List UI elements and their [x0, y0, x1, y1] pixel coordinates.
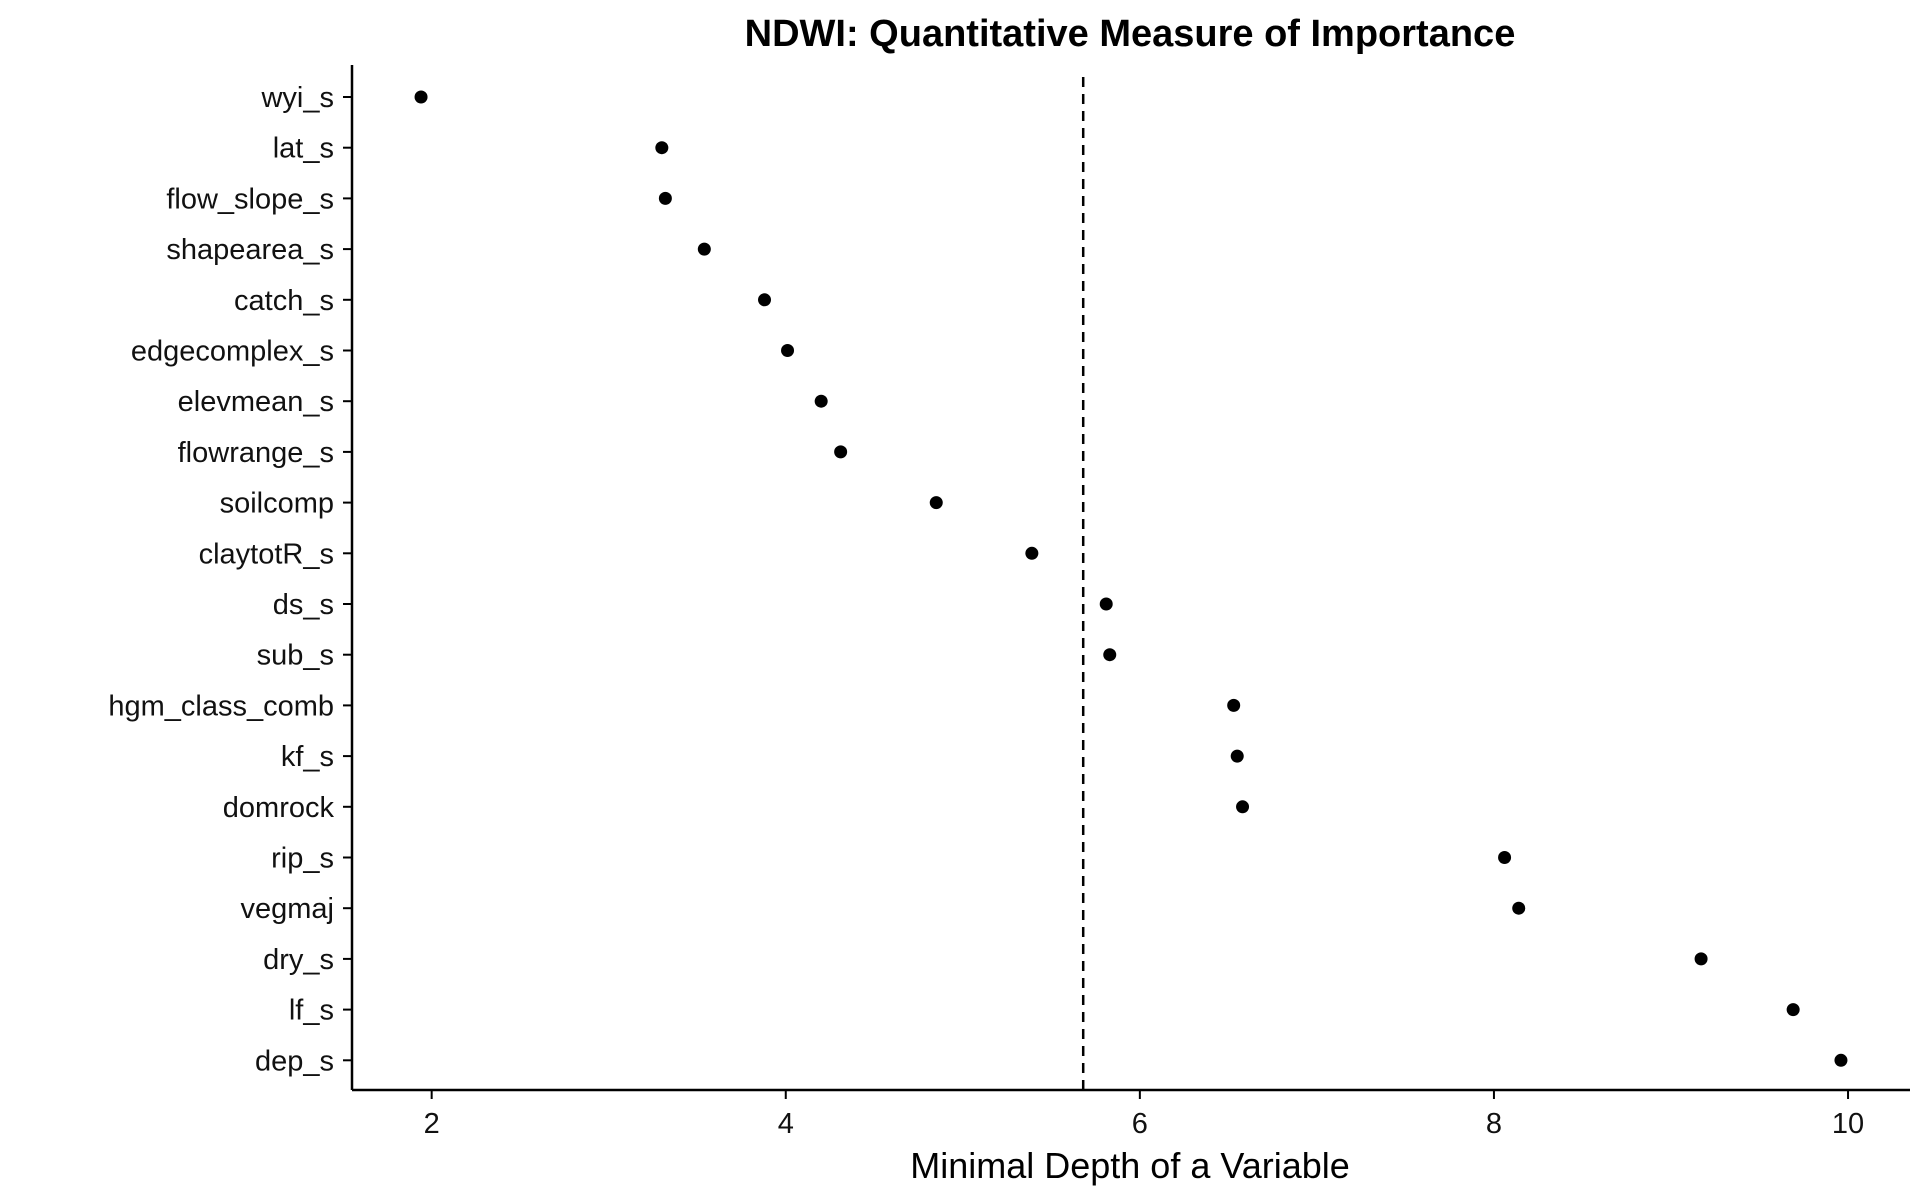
data-point — [655, 141, 669, 155]
data-point — [929, 496, 943, 510]
y-tick-label: claytotR_s — [199, 538, 334, 570]
y-tick-label: kf_s — [281, 741, 334, 773]
y-tick-label: lat_s — [273, 133, 334, 165]
data-point — [758, 293, 772, 307]
chart-title: NDWI: Quantitative Measure of Importance — [745, 13, 1516, 55]
data-point — [1230, 749, 1244, 763]
y-tick-label: flowrange_s — [178, 437, 334, 469]
x-tick-label: 8 — [1486, 1108, 1502, 1140]
y-tick-label: dry_s — [263, 944, 334, 976]
x-axis-label: Minimal Depth of a Variable — [910, 1145, 1350, 1186]
y-tick-label: flow_slope_s — [166, 183, 334, 215]
y-tick-label: domrock — [223, 792, 335, 824]
y-tick-label: hgm_class_comb — [108, 690, 334, 722]
y-tick-label: rip_s — [271, 843, 334, 875]
data-point — [1103, 648, 1117, 662]
data-point — [1512, 901, 1526, 915]
y-tick-label: soilcomp — [220, 488, 334, 520]
y-tick-label: lf_s — [289, 995, 334, 1027]
data-point — [1236, 800, 1250, 814]
data-point — [1498, 851, 1512, 864]
data-point — [814, 394, 828, 408]
data-point — [1025, 546, 1039, 560]
x-tick-label: 2 — [424, 1108, 440, 1140]
y-tick-label: shapearea_s — [166, 234, 334, 266]
y-tick-label: dep_s — [255, 1045, 334, 1077]
y-tick-label: elevmean_s — [178, 386, 334, 418]
y-tick-label: catch_s — [234, 285, 334, 317]
data-point — [1786, 1003, 1800, 1017]
y-tick-label: ds_s — [273, 589, 334, 621]
data-point — [1099, 597, 1113, 611]
x-tick-label: 4 — [778, 1108, 794, 1140]
y-tick-label: vegmaj — [241, 893, 335, 925]
data-point — [834, 445, 848, 459]
x-tick-label: 6 — [1132, 1108, 1148, 1140]
y-tick-label: edgecomplex_s — [131, 336, 334, 368]
data-point — [658, 191, 672, 205]
plot-area: 2 4 6 8 10 wyi_s lat_s flow_slope_s shapearea_sc… — [108, 65, 1910, 1140]
data-point — [414, 90, 428, 104]
data-point — [1694, 952, 1708, 966]
data-point — [1227, 698, 1241, 712]
y-tick-label: wyi_s — [260, 82, 334, 114]
data-point — [697, 242, 711, 256]
x-tick-label: 10 — [1832, 1108, 1864, 1140]
data-point — [1834, 1053, 1848, 1067]
y-tick-label: sub_s — [257, 640, 334, 672]
data-point — [781, 344, 795, 357]
